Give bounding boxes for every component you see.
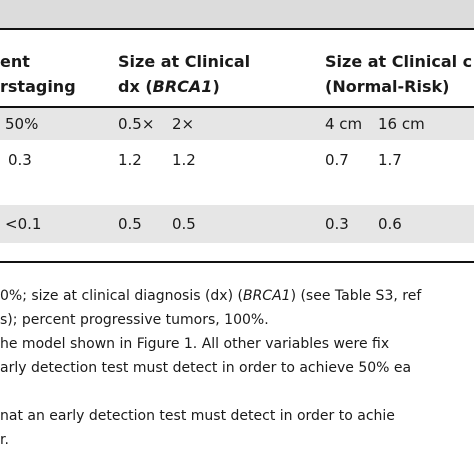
header-rule <box>0 106 474 108</box>
header-text: dx ( <box>118 77 153 96</box>
footnote-line: s); percent progressive tumors, 100%. <box>0 312 269 328</box>
header-cell: Size at Clinical <box>118 52 251 71</box>
footnote-line: r. <box>0 432 9 448</box>
header-cell: (Normal-Risk) <box>325 77 450 96</box>
bottom-rule <box>0 261 474 263</box>
cell: 1.2 <box>172 151 196 169</box>
cell: 0.5 <box>172 215 196 233</box>
footnote-line: 0%; size at clinical diagnosis (dx) (BRC… <box>0 288 421 304</box>
cell: 2× <box>172 115 195 133</box>
footnote-line: he model shown in Figure 1. All other va… <box>0 336 390 352</box>
caption-band <box>0 0 474 28</box>
gene-name: BRCA1 <box>152 77 213 96</box>
header-cell: dx (BRCA1) <box>118 77 220 96</box>
cell: 1.7 <box>378 151 402 169</box>
cell: 0.6 <box>378 215 402 233</box>
header-cell: Size at Clinical c <box>325 52 473 71</box>
cell: 4 cm <box>325 115 363 133</box>
top-rule <box>0 28 474 30</box>
footnote-line: nat an early detection test must detect … <box>0 408 395 424</box>
cell: 0.3 <box>8 151 32 169</box>
footnote-line: arly detection test must detect in order… <box>0 360 412 376</box>
cell: 50% <box>5 115 39 133</box>
footnote-text: ) (see Table S3, ref <box>290 288 422 304</box>
header-text: ) <box>212 77 220 96</box>
cell: 0.7 <box>325 151 349 169</box>
header-cell: rstaging <box>0 77 76 96</box>
row-band <box>0 205 474 243</box>
cell: <0.1 <box>5 215 42 233</box>
gene-name: BRCA1 <box>242 288 291 304</box>
cell: 0.5× <box>118 115 155 133</box>
cell: 1.2 <box>118 151 142 169</box>
row-band <box>0 108 474 140</box>
cell: 16 cm <box>378 115 425 133</box>
header-cell: ent <box>0 52 30 71</box>
footnote-text: 0%; size at clinical diagnosis (dx) ( <box>0 288 243 304</box>
cell: 0.5 <box>118 215 142 233</box>
cell: 0.3 <box>325 215 349 233</box>
